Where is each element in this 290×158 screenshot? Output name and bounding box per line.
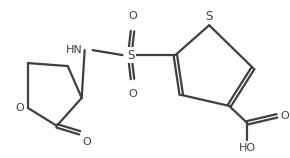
Text: HO: HO	[238, 143, 255, 153]
Text: S: S	[127, 49, 134, 62]
Text: O: O	[15, 103, 24, 113]
Text: O: O	[280, 111, 289, 121]
Text: HN: HN	[66, 45, 83, 55]
Text: S: S	[206, 10, 213, 23]
Text: O: O	[128, 89, 137, 99]
Text: O: O	[128, 11, 137, 21]
Text: O: O	[83, 137, 91, 147]
